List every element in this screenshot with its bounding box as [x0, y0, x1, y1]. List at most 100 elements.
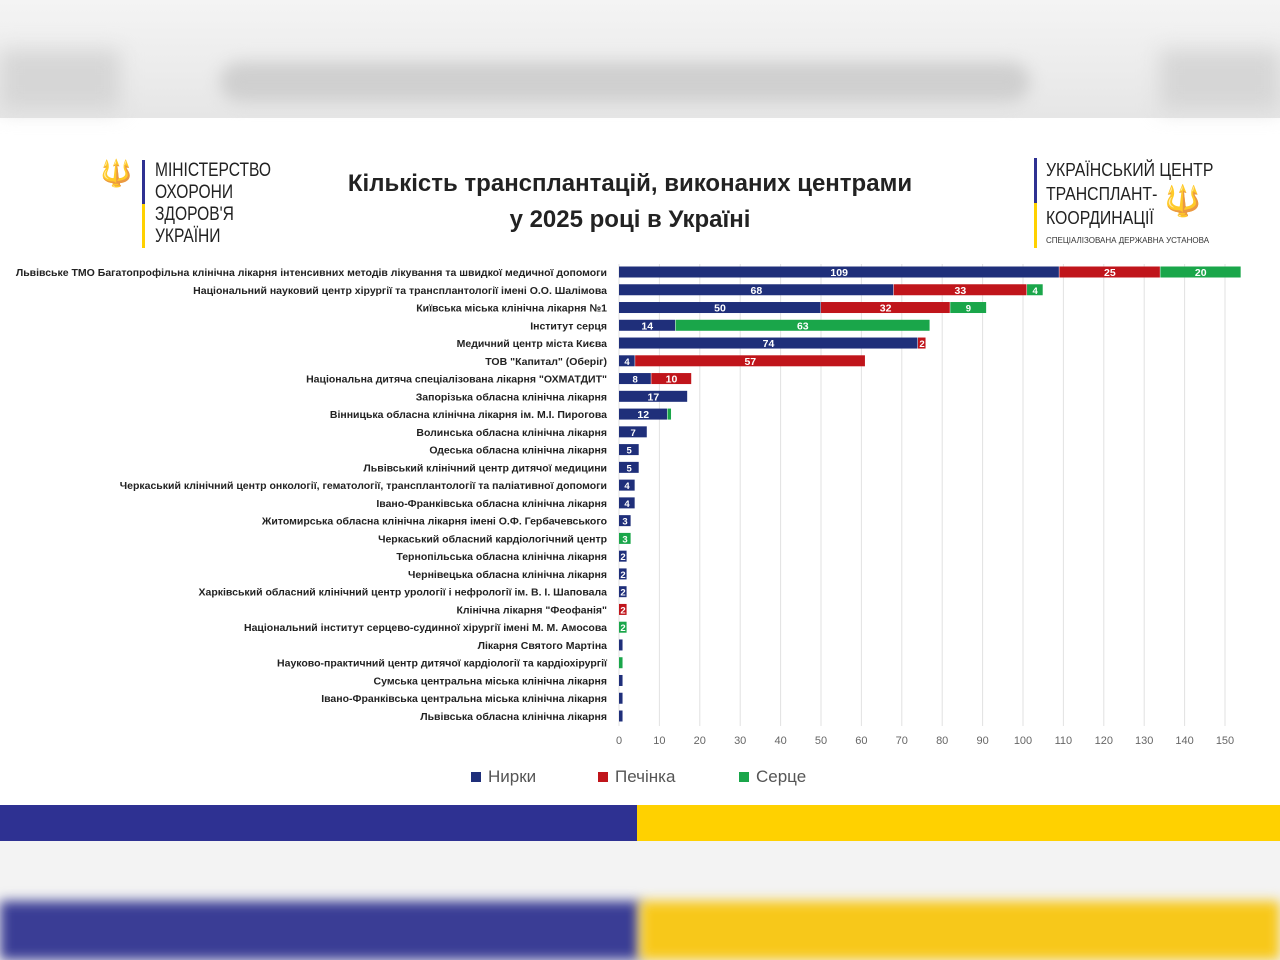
logo-text: КООРДИНАЦІЇ — [1046, 208, 1154, 228]
stacked-bar-chart: 0 10 20 30 40 50 60 70 80 90 100 110 120 130 140 150 Льв… — [16, 264, 1241, 786]
bar-kidney — [619, 319, 676, 331]
data-label: 33 — [955, 285, 967, 297]
category-label: Медичний центр міста Києва — [457, 338, 607, 350]
category-label: Львівський клінічний центр дитячої медиц… — [363, 462, 607, 474]
bar-heart — [667, 408, 672, 420]
bar-kidney — [619, 586, 627, 598]
category-label: Харківський обласний клінічний центр уро… — [198, 587, 607, 599]
category-label: Тернопільська обласна клінічна лікарня — [396, 551, 607, 563]
logo-text: ОХОРОНИ — [155, 182, 234, 203]
x-tick-label: 140 — [1175, 735, 1193, 747]
x-tick-label: 100 — [1014, 735, 1032, 747]
data-label: 9 — [966, 304, 971, 315]
data-label: 50 — [714, 303, 726, 315]
logo-text: УКРАЇНИ — [155, 226, 221, 247]
data-label: 32 — [880, 303, 892, 315]
trident-icon: 🔱 — [100, 158, 133, 188]
category-label: Львівська обласна клінічна лікарня — [420, 711, 607, 723]
bar-kidney — [619, 373, 651, 385]
category-label: Національний інститут серцево-судинної х… — [244, 622, 607, 634]
flag-divider — [1034, 158, 1037, 248]
x-tick-label: 150 — [1216, 735, 1234, 747]
bar-heart — [950, 302, 987, 314]
x-tick-label: 10 — [653, 735, 665, 747]
x-tick-label: 20 — [694, 735, 706, 747]
data-label: 25 — [1104, 267, 1116, 279]
bar-kidney — [619, 550, 627, 562]
bar-kidney — [619, 444, 639, 456]
blurred-bottom-area — [0, 841, 1280, 960]
category-label: Клінічна лікарня "Феофанія" — [456, 604, 607, 616]
x-tick-label: 120 — [1095, 735, 1113, 747]
bar-kidney — [619, 408, 667, 420]
bar-kidney — [619, 390, 688, 402]
data-label: 4 — [624, 499, 630, 510]
category-label: Житомирська обласна клінічна лікарня іме… — [261, 516, 607, 528]
data-label: 68 — [751, 285, 763, 297]
flag-stripe-blue — [0, 805, 637, 841]
data-label: 109 — [830, 267, 848, 279]
legend-swatch-kidney — [471, 772, 481, 782]
data-label: 2 — [620, 570, 625, 581]
bar-kidney — [619, 302, 821, 314]
data-label: 63 — [797, 320, 809, 332]
legend-swatch-liver — [598, 772, 608, 782]
data-label: 3 — [622, 517, 627, 528]
x-tick-label: 50 — [815, 735, 827, 747]
category-label: Черкаський обласний кардіологічний центр — [378, 533, 607, 545]
data-label: 5 — [626, 463, 632, 474]
bar-kidney — [619, 710, 623, 722]
category-label: Київська міська клінічна лікарня №1 — [416, 303, 607, 315]
bar-kidney — [619, 497, 635, 509]
category-label: Національна дитяча спеціалізована лікарн… — [306, 374, 607, 386]
bar-liver — [619, 603, 627, 615]
category-label: Львівське ТМО Багатопрофільна клінічна л… — [16, 267, 607, 279]
bar-kidney — [619, 266, 1059, 278]
bar-kidney — [619, 692, 623, 704]
data-label: 10 — [666, 374, 678, 386]
category-label: ТОВ "Капитал" (Оберіг) — [485, 356, 607, 368]
trident-icon: 🔱 — [1164, 185, 1202, 218]
data-label: 2 — [919, 339, 924, 350]
category-label: Лікарня Святого Мартіна — [478, 640, 608, 652]
bar-kidney — [619, 479, 635, 491]
title-line-2: у 2025 році в Україні — [509, 206, 751, 233]
category-label: Науково-практичний центр дитячої кардіол… — [277, 658, 608, 670]
data-label: 2 — [620, 552, 625, 563]
category-label: Вінницька обласна клінічна лікарня ім. М… — [330, 409, 607, 421]
data-label: 3 — [622, 534, 627, 545]
logo-text: УКРАЇНСЬКИЙ ЦЕНТР — [1046, 160, 1214, 180]
x-tick-label: 40 — [774, 735, 786, 747]
data-label: 74 — [763, 338, 775, 350]
logo-text: ТРАНСПЛАНТ- — [1046, 184, 1158, 204]
category-label: Сумська центральна міська клінічна лікар… — [374, 675, 607, 687]
data-label: 17 — [647, 391, 659, 403]
bar-liver — [893, 284, 1027, 296]
flag-stripe-yellow — [637, 805, 1280, 841]
data-label: 7 — [630, 428, 635, 439]
ministry-logo: 🔱 МІНІСТЕРСТВО ОХОРОНИ ЗДОРОВ'Я УКРАЇНИ — [100, 160, 297, 248]
x-tick-label: 70 — [896, 735, 908, 747]
bar-kidney — [619, 568, 627, 580]
bar-liver — [1059, 266, 1160, 278]
category-label: Черкаський клінічний центр онкології, ге… — [120, 480, 607, 492]
title-line-1: Кількість трансплантацій, виконаних цент… — [347, 170, 913, 197]
legend-label: Серце — [756, 767, 806, 786]
category-label: Івано-Франківська обласна клінічна лікар… — [376, 498, 607, 510]
bar-kidney — [619, 639, 623, 651]
blurred-top-banner — [0, 0, 1280, 118]
bar-heart — [619, 532, 631, 544]
category-label: Івано-Франківська центральна міська клін… — [321, 693, 607, 705]
x-tick-label: 0 — [616, 735, 622, 747]
x-tick-label: 110 — [1055, 735, 1073, 747]
data-label: 2 — [620, 605, 625, 616]
data-label: 14 — [641, 320, 653, 332]
data-label: 4 — [624, 481, 630, 492]
bar-kidney — [619, 515, 631, 527]
flag-divider — [142, 160, 146, 248]
bar-liver — [821, 302, 950, 314]
bar-heart — [619, 657, 623, 669]
x-tick-label: 130 — [1135, 735, 1153, 747]
data-label: 2 — [620, 623, 625, 634]
x-tick-label: 80 — [936, 735, 948, 747]
